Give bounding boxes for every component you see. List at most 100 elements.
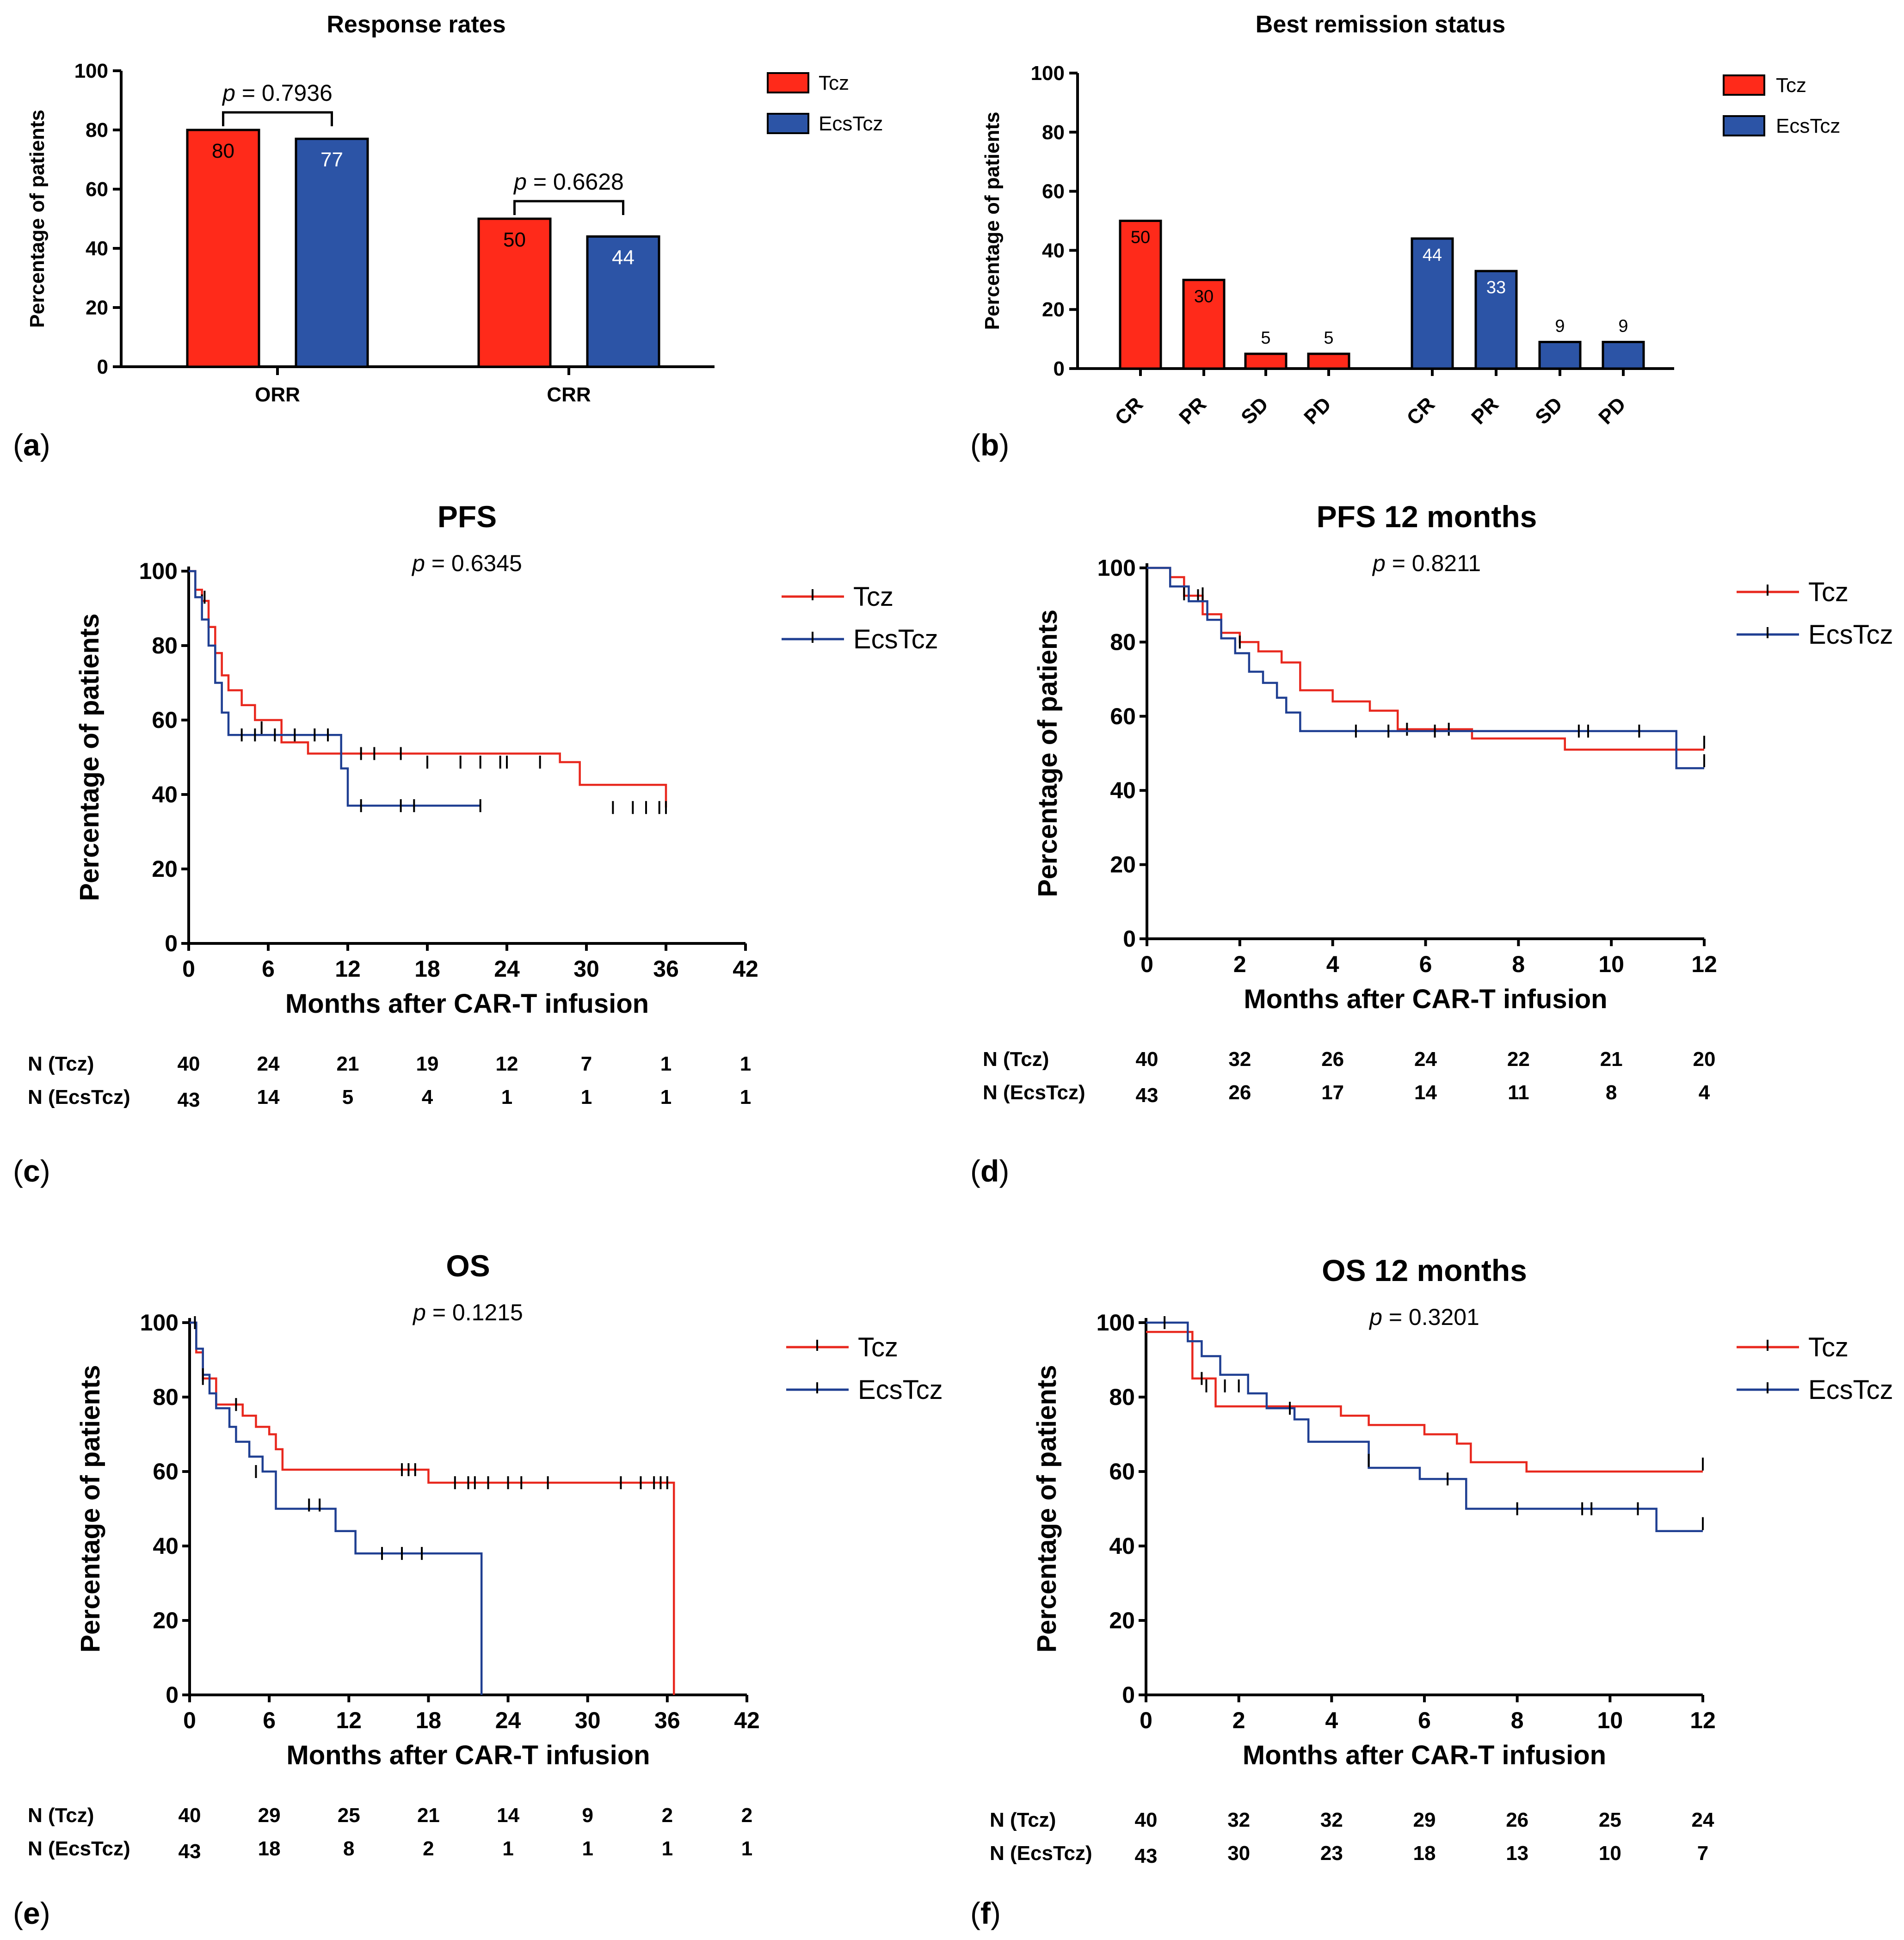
bar-tcz-cr (1119, 220, 1162, 370)
bar-value-label: 33 (1486, 278, 1506, 297)
y-tick-label: 40 (152, 782, 178, 807)
x-tick-label: 12 (1691, 951, 1717, 977)
bar-ecstcz-pd (1602, 340, 1645, 370)
y-tick-label: 60 (1110, 703, 1136, 729)
risk-value: 7 (581, 1053, 592, 1075)
p-rest: = 0.8211 (1386, 550, 1481, 576)
legend-label-tcz: Tcz (1808, 577, 1849, 607)
paren-open: ( (970, 1896, 980, 1930)
paren-open: ( (13, 1154, 23, 1188)
panel-letter: b (980, 428, 999, 462)
x-tick-label: 2 (1232, 1707, 1245, 1733)
risk-value: 1 (582, 1837, 593, 1860)
x-category-label: SD (1531, 393, 1567, 429)
x-axis-label: Months after CAR-T infusion (1244, 984, 1607, 1014)
y-tick-label: 40 (1042, 239, 1065, 262)
panel-label-f: (f) (970, 1896, 1001, 1930)
y-tick-label: 40 (1109, 1533, 1135, 1559)
legend-label-tcz: Tcz (853, 582, 893, 612)
x-tick-label: 36 (654, 1707, 680, 1733)
risk-value: 8 (1606, 1081, 1617, 1104)
risk-value: 18 (1413, 1842, 1436, 1865)
risk-value: 1 (581, 1086, 592, 1109)
risk-value: 14 (497, 1804, 519, 1827)
p-rest: = 0.6628 (527, 169, 624, 195)
risk-row-label: N (Tcz) (28, 1053, 94, 1075)
p-italic: p (222, 80, 235, 106)
x-tick-label: 10 (1597, 1707, 1623, 1733)
bar-value-label: 5 (1261, 328, 1270, 348)
legend-label-tcz: Tcz (1808, 1332, 1849, 1362)
x-axis-label: Months after CAR-T infusion (1243, 1740, 1606, 1770)
legend-swatch-tcz (767, 72, 809, 93)
x-tick-label: 36 (653, 956, 679, 982)
risk-value: 32 (1320, 1809, 1343, 1831)
paren-close: ) (999, 428, 1009, 462)
panel-e (182, 1316, 849, 1702)
x-tick-label: 42 (734, 1707, 760, 1733)
y-tick-label: 20 (1110, 852, 1136, 878)
y-tick-label: 0 (166, 1682, 179, 1708)
risk-value: 26 (1321, 1048, 1344, 1071)
legend-label-tcz: Tcz (1776, 74, 1806, 97)
p-value-annotation: p = 0.6345 (411, 550, 522, 576)
x-category-label: CRR (547, 383, 591, 406)
x-tick-label: 4 (1325, 1707, 1338, 1733)
x-category-label: CR (1110, 393, 1147, 430)
risk-value: 43 (1136, 1084, 1158, 1107)
x-tick-label: 6 (262, 956, 275, 982)
x-tick-label: 8 (1512, 951, 1525, 977)
km-curve-tcz (1147, 567, 1704, 751)
risk-value: 2 (741, 1804, 752, 1827)
p-value-annotation: p = 0.3201 (1368, 1304, 1479, 1330)
y-tick-label: 100 (139, 558, 178, 584)
risk-value: 14 (257, 1086, 280, 1109)
x-tick-label: 12 (335, 956, 361, 982)
bar-value-label: 30 (1194, 287, 1214, 306)
x-tick-label: 18 (414, 956, 440, 982)
bar-tcz-pd (1307, 352, 1350, 370)
bar-ecstcz-cr (1411, 237, 1454, 370)
x-tick-label: 24 (495, 1707, 521, 1733)
panel-letter: c (23, 1154, 40, 1188)
y-tick-label: 0 (1122, 1682, 1135, 1708)
y-tick-label: 0 (1123, 926, 1136, 952)
y-tick-label: 0 (1054, 357, 1065, 380)
paren-open: ( (13, 1896, 23, 1930)
risk-value: 1 (501, 1086, 512, 1109)
risk-value: 43 (178, 1089, 200, 1111)
y-tick-label: 60 (86, 178, 108, 201)
risk-value: 26 (1228, 1081, 1251, 1104)
risk-value: 40 (1135, 1809, 1158, 1831)
x-tick-label: 24 (494, 956, 520, 982)
x-category-label: SD (1237, 393, 1273, 429)
p-italic: p (412, 1299, 426, 1325)
risk-value: 21 (337, 1053, 359, 1075)
y-tick-label: 40 (1110, 777, 1136, 803)
panel-f-title: OS 12 months (1322, 1253, 1527, 1287)
bar-ecstcz-crr (586, 235, 660, 368)
risk-value: 1 (662, 1837, 673, 1860)
x-category-label: PR (1175, 393, 1211, 429)
y-tick-label: 20 (1042, 298, 1065, 321)
x-tick-label: 30 (573, 956, 599, 982)
panel-label-a: (a) (13, 428, 50, 462)
risk-row-label: N (EcsTcz) (28, 1086, 130, 1109)
y-tick-label: 100 (1031, 62, 1065, 85)
x-tick-label: 10 (1598, 951, 1624, 977)
risk-value: 40 (179, 1804, 201, 1827)
risk-value: 2 (423, 1837, 434, 1860)
risk-row-label: N (Tcz) (990, 1809, 1056, 1831)
x-axis-label: Months after CAR-T infusion (285, 989, 649, 1019)
y-tick-label: 100 (140, 1310, 179, 1336)
y-axis-label: Percentage of patients (1033, 610, 1063, 897)
risk-row-label: N (Tcz) (983, 1048, 1049, 1071)
x-tick-label: 18 (416, 1707, 442, 1733)
y-tick-label: 20 (152, 856, 178, 882)
y-axis-label: Percentage of patients (26, 110, 49, 328)
risk-value: 9 (582, 1804, 593, 1827)
km-curve-tcz (189, 570, 667, 808)
bar-ecstcz-orr (295, 137, 369, 368)
risk-value: 1 (741, 1837, 752, 1860)
x-tick-label: 0 (182, 956, 195, 982)
